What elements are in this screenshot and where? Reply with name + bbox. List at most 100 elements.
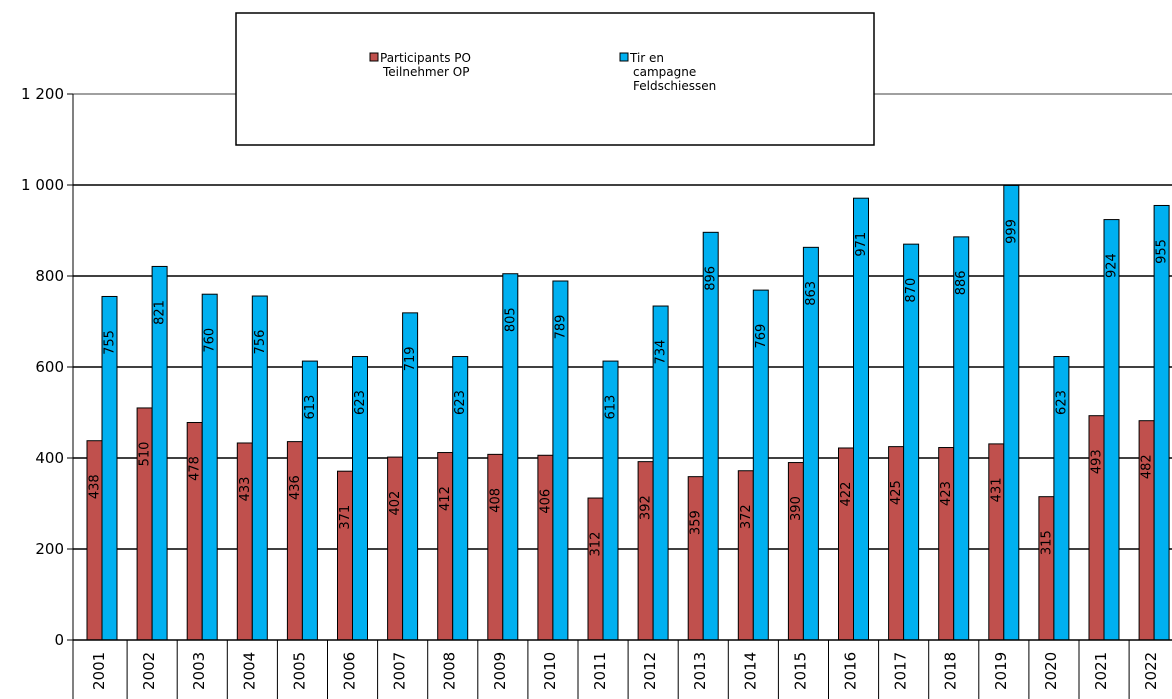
x-tick-label: 2017 (892, 652, 910, 690)
data-label: 438 (88, 474, 103, 499)
data-label: 971 (854, 232, 869, 257)
data-label: 863 (804, 281, 819, 306)
x-tick-label: 2015 (791, 652, 809, 690)
data-label: 821 (153, 300, 168, 325)
bar-participants (938, 447, 955, 641)
x-tick-label: 2004 (240, 652, 258, 690)
y-tick-label: 1 000 (21, 176, 64, 194)
x-axis: 2001 2002 2003 2004 2005 2006 2007 2008 2009 2010… (72, 639, 1172, 699)
bar-participants (186, 422, 203, 641)
x-tick-label: 2009 (491, 652, 509, 690)
bar-participants (1138, 420, 1155, 641)
data-label: 423 (939, 481, 954, 506)
data-label: 623 (453, 390, 468, 415)
bar-participants (687, 476, 704, 641)
data-label: 613 (604, 395, 619, 420)
legend-label: Teilnehmer OP (382, 65, 469, 79)
x-tick-label: 2007 (391, 652, 409, 690)
bar-participants (487, 453, 504, 641)
x-tick-label: 2005 (290, 652, 308, 690)
x-tick-label: 2021 (1092, 652, 1110, 690)
bar-participants (86, 440, 103, 641)
data-label: 493 (1090, 449, 1105, 474)
data-label: 999 (1004, 219, 1019, 244)
data-label: 756 (253, 330, 268, 355)
bar-participants (587, 497, 604, 641)
data-label: 755 (103, 330, 118, 355)
x-tick-label: 2008 (441, 652, 459, 690)
bar-field-shooting (953, 236, 970, 641)
bar-participants (337, 470, 353, 641)
bar-participants (387, 456, 404, 641)
x-tick-label: 2010 (541, 652, 559, 690)
bar-field-shooting (1103, 219, 1120, 641)
y-tick-label: 1 200 (21, 85, 64, 103)
data-label: 402 (388, 491, 403, 516)
data-label: 924 (1105, 253, 1120, 278)
legend-swatch-field-shooting (619, 52, 629, 62)
x-tick-label: 2002 (140, 652, 158, 690)
bar-participants (737, 470, 754, 641)
data-label: 408 (488, 488, 503, 513)
bar-field-shooting (1003, 184, 1020, 641)
bar-participants (838, 447, 854, 641)
data-label: 510 (138, 442, 153, 467)
legend-label: Tir en (629, 51, 664, 65)
x-tick-label: 2020 (1042, 652, 1060, 690)
y-axis: 0 200 400 600 800 1 000 1 200 (21, 85, 74, 649)
bar-field-shooting (1153, 204, 1170, 641)
x-tick-label: 2013 (691, 652, 709, 690)
x-tick-label: 2001 (90, 652, 108, 690)
y-tick-label: 800 (35, 267, 64, 285)
y-tick-label: 0 (54, 631, 64, 649)
data-label: 392 (639, 495, 654, 520)
bars: 438 755 510 821 478 760 433 756 436 613 371 623 402 7… (86, 184, 1170, 641)
data-label: 436 (288, 475, 303, 500)
bar-participants (787, 462, 804, 641)
x-tick-label: 2006 (341, 652, 359, 690)
legend-label: campagne (633, 65, 696, 79)
x-tick-label: 2011 (591, 652, 609, 690)
data-label: 422 (839, 482, 854, 507)
x-tick-label: 2019 (992, 652, 1010, 690)
bar-participants (637, 461, 654, 641)
x-tick-label: 2014 (741, 652, 759, 690)
data-label: 312 (589, 532, 604, 557)
data-label: 425 (889, 480, 904, 505)
x-tick-label: 2012 (641, 652, 659, 690)
data-label: 623 (353, 390, 368, 415)
legend-swatch-participants (369, 52, 379, 62)
data-label: 789 (553, 315, 568, 340)
data-label: 623 (1054, 390, 1069, 415)
data-label: 478 (188, 456, 203, 481)
bar-participants (888, 446, 905, 641)
data-label: 734 (654, 340, 669, 365)
x-tick-label: 2003 (190, 652, 208, 690)
bar-participants (286, 441, 303, 641)
data-label: 760 (203, 328, 218, 353)
bar-participants (988, 443, 1005, 641)
y-tick-label: 600 (35, 358, 64, 376)
data-label: 482 (1140, 454, 1155, 479)
data-label: 433 (238, 477, 253, 502)
data-label: 315 (1039, 530, 1054, 555)
data-label: 805 (503, 307, 518, 332)
data-label: 371 (338, 505, 353, 530)
data-label: 955 (1155, 239, 1170, 264)
legend-box (235, 12, 875, 146)
legend-label: Participants PO (380, 51, 471, 65)
bar-participants (1038, 496, 1055, 641)
bar-participants (236, 442, 253, 641)
data-label: 613 (303, 395, 318, 420)
bar-field-shooting (702, 231, 719, 641)
data-label: 886 (954, 270, 969, 295)
data-label: 359 (689, 510, 704, 535)
data-label: 431 (989, 477, 1004, 502)
data-label: 390 (789, 496, 804, 521)
y-tick-label: 200 (35, 540, 64, 558)
bar-field-shooting (853, 197, 869, 641)
x-tick-label: 2018 (942, 652, 960, 690)
data-label: 896 (704, 266, 719, 291)
data-label: 870 (904, 278, 919, 303)
